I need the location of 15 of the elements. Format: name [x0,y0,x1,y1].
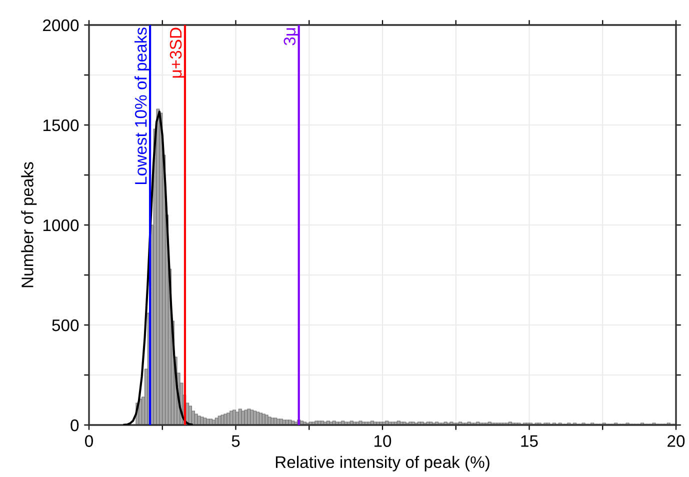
ref-line-label: μ+3SD [170,28,185,78]
ref-line-label: 3μ [284,28,299,46]
x-tick-label: 20 [668,435,685,447]
y-tick-label: 0 [70,419,79,432]
x-tick-label: 15 [521,435,538,447]
ref-line-label: Lowest 10% of peaks [134,28,150,184]
y-tick-label: 1000 [43,219,79,232]
x-tick-label: 10 [374,435,392,447]
y-axis-title: Number of peaks [21,162,37,288]
x-axis-title: Relative intensity of peak (%) [276,456,490,472]
y-tick-label: 2000 [43,19,79,32]
x-tick-label: 5 [232,435,240,447]
y-tick-label: 500 [52,319,79,332]
x-tick-label: 0 [85,435,93,447]
y-tick-label: 1500 [43,119,79,132]
